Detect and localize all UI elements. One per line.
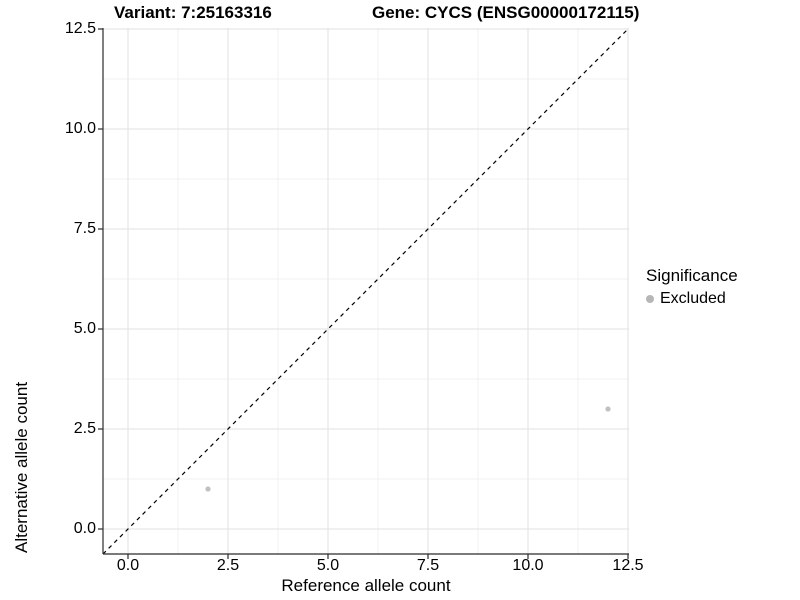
identity-line (102, 27, 630, 555)
y-tick-label: 5.0 (73, 320, 96, 337)
y-tick-label: 2.5 (73, 420, 96, 437)
legend-entry: Excluded (646, 290, 738, 308)
y-tick-label: 7.5 (73, 220, 96, 237)
x-tick-label: 2.5 (216, 557, 240, 574)
legend-title: Significance (646, 266, 738, 285)
legend-entry-label: Excluded (660, 290, 726, 307)
x-axis-title: Reference allele count (281, 576, 451, 595)
y-tick-label: 12.5 (64, 20, 96, 37)
y-axis-title: Alternative allele count (12, 381, 31, 553)
data-point (205, 486, 211, 492)
plot-title-variant: Variant: 7:25163316 (114, 3, 272, 22)
x-tick-label: 12.5 (612, 557, 644, 574)
plot-title-gene: Gene: CYCS (ENSG00000172115) (372, 3, 640, 22)
x-tick-label: 7.5 (416, 557, 440, 574)
y-tick-label: 0.0 (73, 520, 96, 537)
x-tick-label: 5.0 (316, 557, 340, 574)
x-tick-label: 10.0 (512, 557, 544, 574)
legend-entries: Excluded (646, 290, 738, 308)
y-tick-label: 10.0 (64, 120, 96, 137)
plot-panel (98, 27, 630, 559)
legend: Significance Excluded (646, 266, 738, 308)
x-tick-label: 0.0 (116, 557, 140, 574)
data-point (605, 406, 611, 412)
legend-key-dot-icon (646, 295, 654, 303)
